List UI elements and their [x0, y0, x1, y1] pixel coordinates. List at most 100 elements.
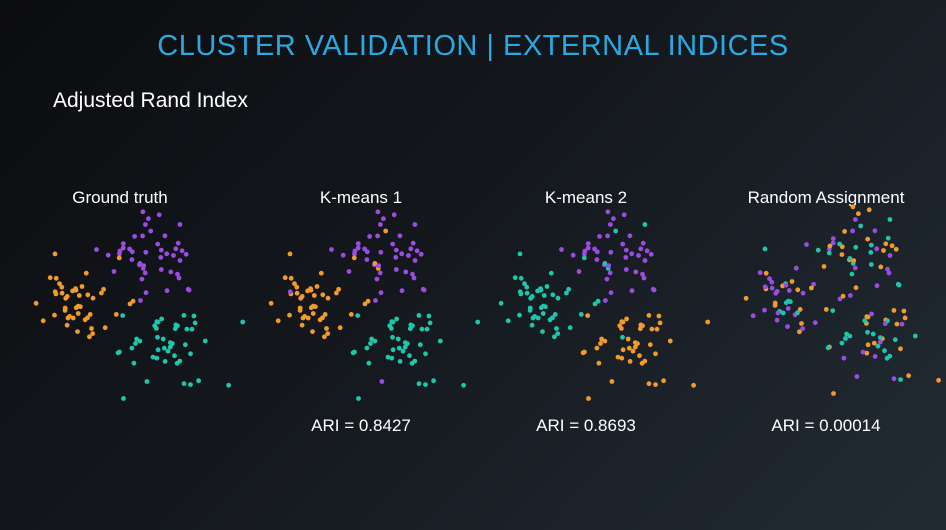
scatter-point — [355, 313, 361, 318]
scatter-point — [322, 334, 327, 340]
scatter-point — [543, 304, 548, 310]
scatter-point — [528, 295, 534, 301]
scatter-point — [840, 293, 846, 299]
scatter-point — [548, 270, 554, 276]
scatter-point — [615, 354, 621, 360]
scatter-point — [113, 312, 119, 317]
scatter-point — [605, 233, 610, 239]
scatter-point — [830, 236, 836, 242]
scatter-point — [865, 329, 870, 335]
scatter-point — [609, 379, 615, 384]
scatter-point — [606, 263, 612, 268]
scatter-point — [101, 286, 106, 292]
scatter-point — [381, 216, 386, 222]
scatter-point — [827, 243, 833, 249]
scatter-point — [152, 323, 158, 329]
scatter-point — [310, 329, 315, 334]
scatter-point — [530, 315, 536, 321]
scatter-point — [774, 317, 780, 323]
scatter-point — [865, 236, 871, 242]
scatter-point — [617, 323, 623, 329]
scatter-point — [421, 287, 427, 293]
scatter-point — [189, 326, 195, 332]
scatter-point — [52, 312, 57, 318]
scatter-point — [621, 212, 627, 218]
scatter-point — [334, 290, 339, 296]
scatter-point — [329, 247, 334, 252]
scatter-point — [570, 252, 576, 258]
scatter-point — [369, 336, 374, 342]
scatter-point — [793, 265, 799, 271]
scatter-point — [647, 342, 653, 348]
scatter-point — [202, 338, 208, 344]
scatter-point — [176, 275, 182, 281]
scatter-point — [864, 350, 870, 356]
scatter-point — [769, 285, 775, 291]
scatter-point — [540, 329, 545, 334]
scatter-point — [512, 275, 518, 281]
scatter-point — [366, 360, 372, 366]
scatter-point — [406, 253, 411, 258]
scatter-point — [385, 354, 391, 360]
scatter-point — [853, 244, 859, 250]
scatter-panel-1 — [268, 209, 481, 401]
scatter-point — [639, 360, 645, 366]
scatter-point — [773, 290, 779, 296]
scatter-point — [130, 298, 136, 304]
scatter-point — [800, 290, 806, 296]
scatter-point — [419, 326, 425, 332]
scatter-point — [839, 252, 845, 257]
scatter-point — [402, 340, 408, 345]
scatter-point — [154, 319, 160, 324]
scatter-point — [552, 312, 558, 317]
scatter-point — [134, 336, 140, 342]
scatter-point — [117, 248, 123, 254]
scatter-point — [853, 217, 858, 222]
scatter-point — [906, 373, 911, 379]
scatter-point — [866, 207, 872, 213]
scatter-point — [59, 290, 65, 296]
scatter-point — [325, 295, 331, 301]
scatter-point — [375, 209, 381, 215]
scatter-point — [629, 251, 635, 257]
scatter-point — [629, 288, 635, 294]
scatter-point — [337, 325, 343, 331]
scatter-point — [830, 308, 836, 313]
scatter-point — [581, 255, 587, 261]
scatter-point — [636, 253, 641, 258]
scatter-point — [654, 326, 660, 332]
scatter-point — [172, 326, 178, 332]
scatter-point — [364, 257, 370, 262]
scatter-point — [620, 347, 626, 353]
scatter-point — [789, 279, 795, 284]
scatter-point — [299, 322, 305, 328]
scatter-point — [894, 321, 900, 327]
scatter-point — [90, 331, 96, 336]
scatter-point — [94, 247, 99, 252]
scatter-point — [780, 310, 786, 316]
scatter-point — [605, 209, 611, 215]
scatter-point — [797, 329, 802, 335]
scatter-point — [105, 252, 111, 258]
scatter-point — [368, 341, 373, 346]
scatter-point — [355, 245, 361, 251]
scatter-point — [544, 284, 550, 289]
scatter-point — [348, 312, 354, 317]
scatter-point — [423, 351, 428, 357]
scatter-point — [529, 322, 535, 328]
scatter-point — [395, 336, 401, 342]
scatter-point — [362, 301, 368, 307]
scatter-point — [640, 271, 645, 277]
scatter-point — [868, 242, 874, 248]
scatter-point — [120, 313, 126, 318]
scatter-point — [184, 326, 190, 332]
scatter-point — [475, 319, 481, 325]
scatter-point — [608, 222, 613, 227]
scatter-point — [75, 311, 81, 316]
scatter-point — [608, 290, 614, 296]
scatter-point — [883, 241, 889, 247]
scatter-point — [389, 355, 395, 361]
scatter-point — [505, 318, 511, 324]
scatter-point — [133, 341, 138, 346]
scatter-point — [52, 289, 58, 295]
